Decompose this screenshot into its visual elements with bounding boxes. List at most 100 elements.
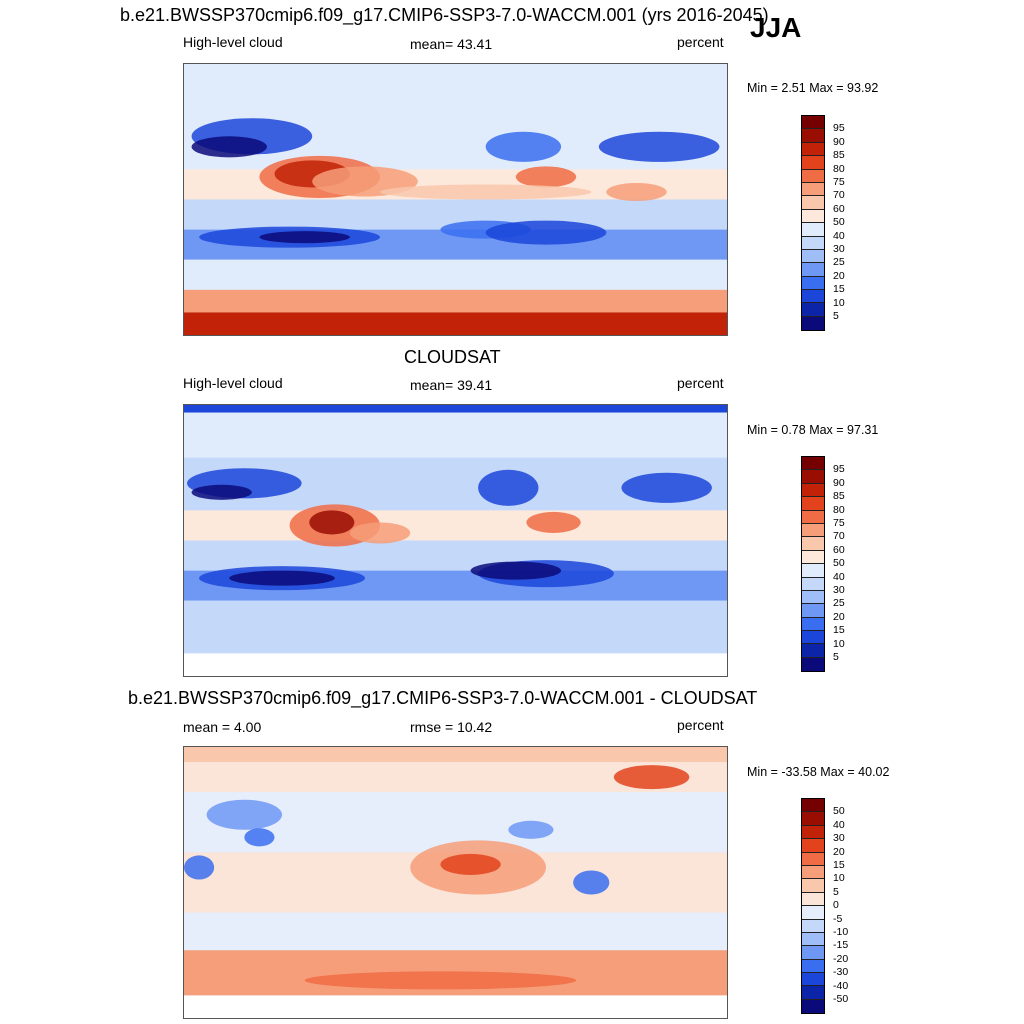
panel-3-field <box>184 747 727 1018</box>
panel-2-colorbar <box>801 456 825 673</box>
colorbar-swatch <box>802 932 824 947</box>
colorbar-tick-label: 30 <box>833 832 845 845</box>
panel-2-title: CLOUDSAT <box>404 347 501 367</box>
colorbar-swatch <box>802 470 824 484</box>
colorbar-swatch <box>802 223 824 237</box>
panel-1-field <box>184 64 727 335</box>
colorbar-swatch <box>802 919 824 933</box>
colorbar-tick-label: 30 <box>833 584 845 596</box>
field-blob <box>621 472 712 503</box>
colorbar-swatch <box>802 290 824 304</box>
colorbar-tick-label: 85 <box>833 490 845 503</box>
field-band <box>184 540 727 571</box>
colorbar-swatch <box>802 236 824 250</box>
colorbar-tick-label: 50 <box>833 557 845 570</box>
panel-2-left-label: High-level cloud <box>183 375 283 391</box>
panel-2-mean-label: mean= 39.41 <box>410 377 493 393</box>
colorbar-swatch <box>802 946 824 960</box>
field-blob <box>573 870 610 895</box>
panel-1-map <box>183 63 728 336</box>
colorbar-tick-label: 10 <box>833 872 845 885</box>
field-blob <box>508 820 554 839</box>
field-band <box>184 289 727 313</box>
colorbar-tick-label: 75 <box>833 176 845 188</box>
colorbar-swatch <box>802 457 824 471</box>
field-blob <box>191 484 252 500</box>
colorbar-tick-label: -15 <box>833 939 849 952</box>
season-label: JJA <box>750 12 802 43</box>
field-band <box>184 653 727 676</box>
field-band <box>184 510 727 541</box>
field-blob <box>515 166 577 188</box>
colorbar-tick-label: 40 <box>833 229 845 242</box>
panel-3-minmax: Min = -33.58 Max = 40.02 <box>747 765 890 779</box>
field-blob <box>485 131 562 162</box>
colorbar-tick-label: -30 <box>833 966 849 979</box>
colorbar-tick-label: 40 <box>833 818 845 831</box>
colorbar-swatch <box>802 483 824 498</box>
field-band <box>184 600 727 654</box>
colorbar-tick-label: -40 <box>833 979 849 992</box>
colorbar-tick-label: 95 <box>833 122 845 135</box>
field-band <box>184 405 727 413</box>
colorbar-tick-label: -20 <box>833 952 849 965</box>
panel-1-title: b.e21.BWSSP370cmip6.f09_g17.CMIP6-SSP3-7… <box>120 5 769 25</box>
field-band <box>184 64 727 110</box>
colorbar-swatch <box>802 142 824 157</box>
colorbar-swatch <box>802 263 824 277</box>
colorbar-tick-label: 90 <box>833 135 845 148</box>
colorbar-tick-label: 15 <box>833 859 845 871</box>
colorbar-swatch <box>802 129 824 143</box>
colorbar-tick-label: 5 <box>833 310 839 322</box>
colorbar-swatch <box>802 590 824 605</box>
colorbar-swatch <box>802 182 824 197</box>
field-blob <box>206 799 283 830</box>
panel-2-minmax: Min = 0.78 Max = 97.31 <box>747 423 879 437</box>
field-band <box>184 259 727 290</box>
colorbar-tick-label: 70 <box>833 530 845 543</box>
colorbar-tick-label: 60 <box>833 543 845 556</box>
colorbar-tick-label: 5 <box>833 885 839 898</box>
colorbar-swatch <box>802 249 824 264</box>
colorbar-tick-label: 50 <box>833 805 845 818</box>
panel-3-colorbar <box>801 798 825 1015</box>
colorbar-swatch <box>802 209 824 224</box>
field-blob <box>485 220 607 245</box>
field-band <box>184 912 727 951</box>
colorbar-tick-label: 20 <box>833 845 845 858</box>
colorbar-swatch <box>802 196 824 210</box>
colorbar-swatch <box>802 604 824 618</box>
colorbar-swatch <box>802 812 824 826</box>
colorbar-tick-label: 90 <box>833 476 845 489</box>
colorbar-tick-label: 80 <box>833 503 845 516</box>
colorbar-swatch <box>802 276 824 291</box>
colorbar-tick-label: 75 <box>833 517 845 529</box>
colorbar-tick-label: 95 <box>833 463 845 476</box>
panel-1-left-label: High-level cloud <box>183 34 283 50</box>
field-blob <box>526 511 581 533</box>
colorbar-tick-label: 10 <box>833 637 845 650</box>
colorbar-swatch <box>802 577 824 591</box>
panel-3-map <box>183 746 728 1019</box>
panel-1-units: percent <box>677 34 724 50</box>
colorbar-tick-label: 25 <box>833 597 845 610</box>
panel-1-mean-label: mean= 43.41 <box>410 36 493 52</box>
field-blob <box>349 522 411 544</box>
colorbar-tick-label: 15 <box>833 283 845 296</box>
colorbar-tick-label: 60 <box>833 202 845 215</box>
field-blob <box>309 510 355 535</box>
colorbar-swatch <box>802 973 824 987</box>
panel-2-map <box>183 404 728 677</box>
field-blob <box>470 561 562 580</box>
colorbar-tick-label: 25 <box>833 256 845 269</box>
colorbar-tick-label: 0 <box>833 899 839 912</box>
field-blob <box>380 184 592 200</box>
colorbar-tick-label: 5 <box>833 651 839 663</box>
field-blob <box>259 231 350 244</box>
colorbar-swatch <box>802 839 824 853</box>
colorbar-tick-label: 30 <box>833 243 845 255</box>
panel-3-units: percent <box>677 717 724 733</box>
field-band <box>184 312 727 335</box>
colorbar-tick-label: 70 <box>833 189 845 202</box>
colorbar-swatch <box>802 825 824 840</box>
